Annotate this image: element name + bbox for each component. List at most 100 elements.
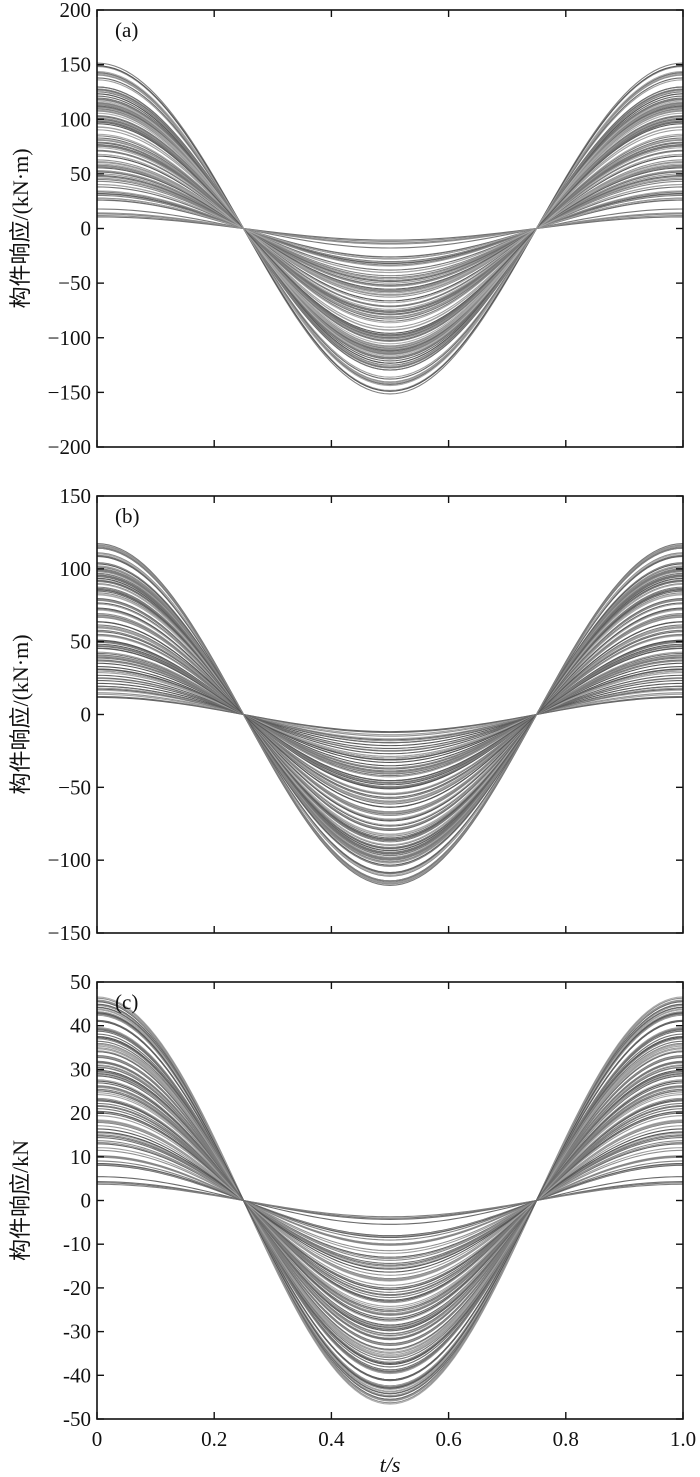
series-line xyxy=(97,100,683,357)
series-line xyxy=(97,1143,683,1258)
series-line xyxy=(97,65,683,392)
series-group xyxy=(97,62,683,395)
series-line xyxy=(97,1110,683,1291)
series-line xyxy=(97,1128,683,1273)
series-line xyxy=(97,174,683,283)
series-line xyxy=(97,651,683,778)
series-line xyxy=(97,593,683,836)
y-tick-label: −150 xyxy=(48,380,91,404)
series-line xyxy=(97,184,683,273)
series-line xyxy=(97,159,683,298)
series-line xyxy=(97,153,683,304)
series-line xyxy=(97,208,683,249)
y-tick-label: 10 xyxy=(70,1145,91,1169)
series-line xyxy=(97,679,683,750)
series-line xyxy=(97,1014,683,1387)
panel-label: (a) xyxy=(115,18,138,42)
series-line xyxy=(97,65,683,392)
series-line xyxy=(97,1149,683,1252)
series-line xyxy=(97,199,683,258)
series-line xyxy=(97,1162,683,1239)
series-line xyxy=(97,1092,683,1309)
series-line xyxy=(97,1011,683,1390)
series-line xyxy=(97,692,683,737)
series-line xyxy=(97,553,683,876)
series-line xyxy=(97,674,683,755)
y-tick-label: 0 xyxy=(81,703,92,727)
series-line xyxy=(97,621,683,808)
series-line xyxy=(97,1013,683,1388)
series-line xyxy=(97,161,683,296)
series-line xyxy=(97,685,683,744)
series-line xyxy=(97,647,683,782)
series-line xyxy=(97,629,683,800)
series-line xyxy=(97,682,683,747)
y-tick-label: 40 xyxy=(70,1014,91,1038)
x-tick-label: 0 xyxy=(92,1427,103,1451)
series-line xyxy=(97,670,683,759)
y-tick-label: 150 xyxy=(60,484,92,508)
series-line xyxy=(97,997,683,1404)
series-line xyxy=(97,1090,683,1311)
series-line xyxy=(97,1137,683,1265)
series-line xyxy=(97,563,683,866)
series-line xyxy=(97,571,683,858)
y-tick-label: -10 xyxy=(63,1232,91,1256)
series-line xyxy=(97,1164,683,1237)
series-line xyxy=(97,1066,683,1335)
y-axis-label: 构件响应/kN xyxy=(8,1140,33,1261)
y-tick-label: −50 xyxy=(58,271,91,295)
series-line xyxy=(97,1004,683,1397)
series-line xyxy=(97,1056,683,1345)
series-line xyxy=(97,62,683,395)
y-tick-label: -30 xyxy=(63,1320,91,1344)
series-line xyxy=(97,65,683,392)
y-tick-label: 100 xyxy=(60,557,92,581)
series-line xyxy=(97,194,683,263)
series-line xyxy=(97,95,683,362)
series-line xyxy=(97,603,683,826)
series-line xyxy=(97,1033,683,1368)
series-line xyxy=(97,668,683,761)
panel-label: (c) xyxy=(115,990,138,1014)
series-line xyxy=(97,1183,683,1218)
series-line xyxy=(97,144,683,313)
x-tick-label: 1.0 xyxy=(670,1427,696,1451)
y-tick-label: −50 xyxy=(58,775,91,799)
series-line xyxy=(97,598,683,831)
series-line xyxy=(97,213,683,244)
series-line xyxy=(97,135,683,322)
y-tick-label: 150 xyxy=(60,53,92,77)
series-line xyxy=(97,583,683,846)
series-line xyxy=(97,1082,683,1319)
series-group xyxy=(97,543,683,886)
chart-panel-2: -50 -40 -30 -20 -10 0 10 20 30 40 50 0 0.2 0.4 0.6 0.8 1… xyxy=(8,970,696,1477)
series-line xyxy=(97,1008,683,1393)
y-tick-label: 30 xyxy=(70,1057,91,1081)
y-tick-label: −200 xyxy=(48,435,91,459)
x-tick-label: 0.8 xyxy=(553,1427,579,1451)
series-line xyxy=(97,624,683,805)
series-line xyxy=(97,1012,683,1389)
series-line xyxy=(97,79,683,378)
y-tick-label: 0 xyxy=(81,217,92,241)
panel-label: (b) xyxy=(115,504,140,528)
series-line xyxy=(97,178,683,279)
series-line xyxy=(97,1012,683,1389)
series-line xyxy=(97,687,683,742)
series-line xyxy=(97,212,683,245)
series-line xyxy=(97,216,683,241)
series-line xyxy=(97,1028,683,1373)
series-line xyxy=(97,607,683,822)
series-line xyxy=(97,634,683,795)
series-line xyxy=(97,86,683,371)
series-line xyxy=(97,1051,683,1350)
series-line xyxy=(97,1060,683,1341)
series-line xyxy=(97,171,683,286)
series-line xyxy=(97,173,683,284)
series-line xyxy=(97,1115,683,1286)
y-tick-label: -50 xyxy=(63,1407,91,1431)
y-axis-label: 构件响应/(kN·m) xyxy=(8,148,33,308)
series-line xyxy=(97,117,683,340)
chart-panel-0: −200 −150 −100 −50 0 50 100 150 200 (a) 构件响应/(kN·m… xyxy=(8,0,684,459)
